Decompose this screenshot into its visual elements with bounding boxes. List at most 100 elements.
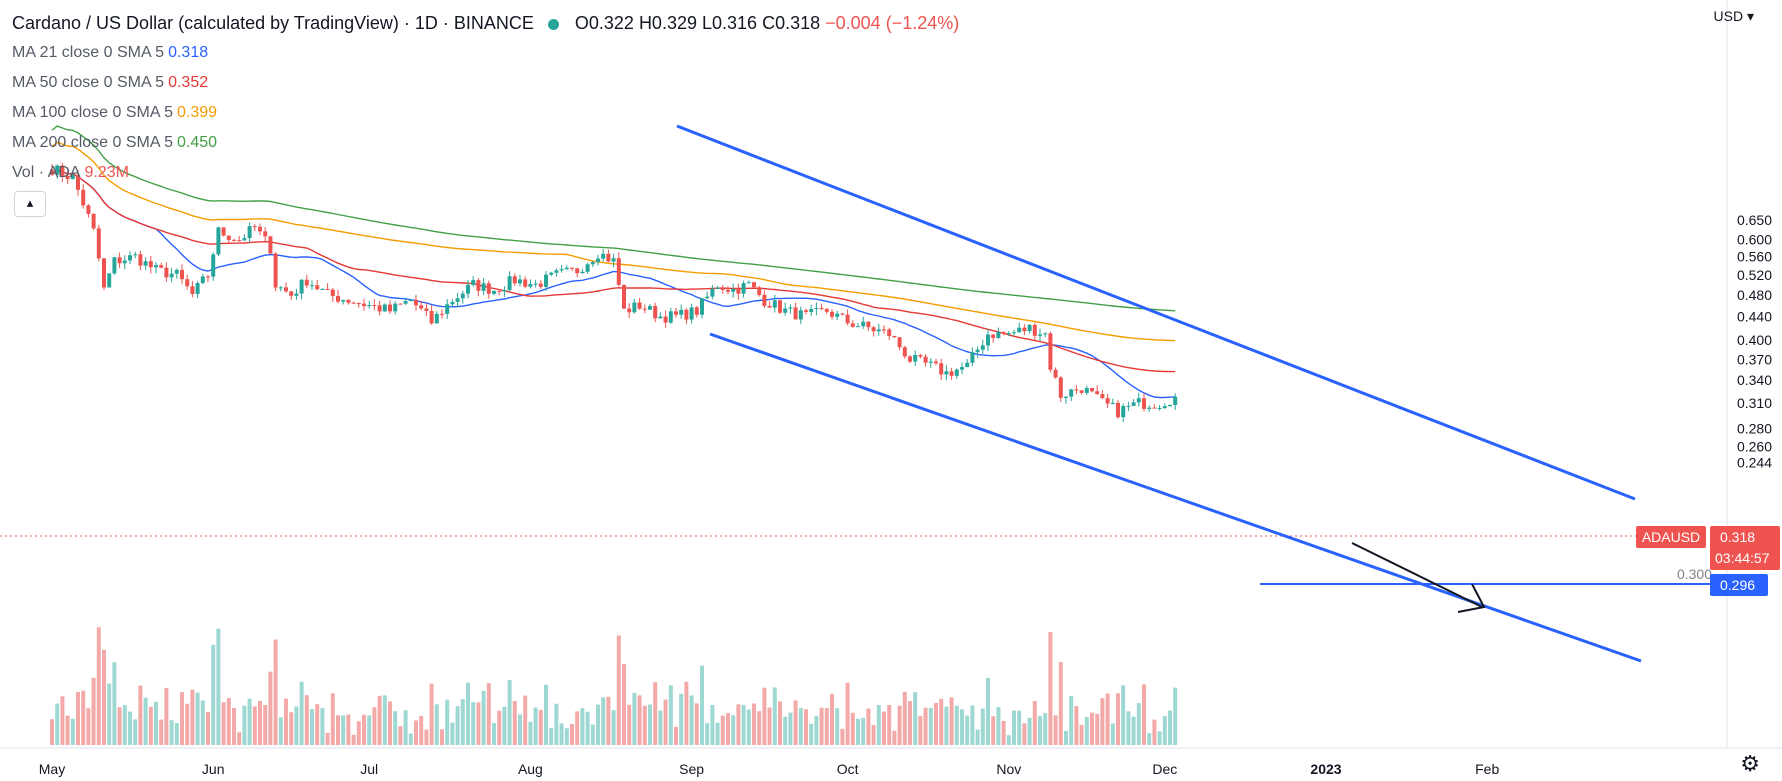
volume-bar [70,718,75,745]
time-tick-label: Jun [202,761,225,777]
candle-body [367,305,372,307]
volume-bar [310,709,314,745]
volume-bar [575,711,580,745]
candle-body [341,299,346,302]
volume-bar [554,703,559,745]
candle-body [668,311,673,323]
candle-body [866,321,871,328]
volume-bar [299,681,304,745]
volume-bar [185,703,190,745]
volume-bar [258,700,262,745]
candle-body [190,286,195,294]
candle-body [1100,394,1105,399]
ohlc-high: H0.329 [638,13,697,33]
candle-body [949,371,954,376]
candle-body [273,253,278,288]
candle-body [1147,407,1152,409]
candle-body [460,293,465,299]
candle-body [892,335,897,338]
symbol-title[interactable]: Cardano / US Dollar (calculated by Tradi… [12,13,534,33]
time-tick-label: Aug [518,761,543,777]
candle-body [788,307,793,309]
volume-bar [861,717,866,745]
candle-body [284,287,288,292]
volume-bar [341,715,346,745]
gear-icon[interactable]: ⚙ [1740,751,1760,776]
candle-body [840,313,845,315]
volume-bar [726,713,730,745]
volume-bar [242,705,247,745]
candle-body [627,308,632,313]
candle-body [1058,377,1063,398]
candle-body [143,261,148,266]
candle-body [377,305,382,312]
candle-body [798,310,803,320]
volume-bar [902,691,907,745]
indicator-ma50[interactable]: MA 50 close 0 SMA 5 0.352 [12,68,959,98]
candle-body [1012,332,1016,334]
volume-bar [154,701,158,745]
volume-bar [476,702,481,745]
volume-bar [960,709,964,745]
volume-bar [986,677,990,745]
volume-bar [128,711,132,745]
candle-body [237,240,242,242]
candle-body [991,334,996,339]
volume-bar [804,709,808,745]
time-tick-label: Oct [837,761,859,777]
time-axis[interactable]: May Jun Jul Aug Sep Oct Nov Dec 2023 Feb [39,761,1500,777]
candle-body [117,257,122,264]
channel-lower-line [709,332,1642,663]
volume-bar [330,693,335,745]
currency-selector[interactable]: USD ▾ [1714,8,1754,25]
volume-bar [460,699,465,745]
candle-body [746,282,751,284]
indicator-ma100[interactable]: MA 100 close 0 SMA 5 0.399 [12,98,959,128]
volume-bar [1069,695,1074,745]
candle-body [731,288,736,292]
candle-body [419,305,424,309]
candle-body [70,175,75,180]
indicator-value: 0.399 [176,104,218,121]
candle-body [970,352,975,363]
indicator-volume[interactable]: Vol · ADA 9.23M [12,158,959,188]
candle-body [242,238,247,241]
volume-bar [512,701,517,745]
volume-bar [226,698,231,745]
volume-bar [1105,693,1110,745]
volume-bar [408,733,413,745]
volume-bar [180,692,184,745]
price-tick-label: 0.260 [1737,439,1772,455]
volume-bar [892,730,897,745]
candle-body [112,257,117,274]
candle-body [689,307,694,320]
volume-bar [278,717,283,745]
candle-body [388,304,392,312]
indicator-ma200[interactable]: MA 200 close 0 SMA 5 0.450 [12,128,959,158]
candle-body [679,309,684,315]
candle-body [809,308,814,312]
time-tick-label: May [39,761,65,777]
volume-bar [1079,724,1084,745]
indicator-ma21[interactable]: MA 21 close 0 SMA 5 0.318 [12,38,959,68]
volume-bar [112,662,117,745]
volume-bar [247,698,252,745]
candle-body [845,314,850,324]
volume-bar [372,707,377,745]
volume-bar [772,687,777,745]
candle-body [372,305,377,307]
candle-body [65,175,70,180]
volume-bar [897,705,902,745]
candle-body [824,308,829,312]
collapse-legend-button[interactable]: ▴ [14,191,46,217]
volume-bar [102,649,106,745]
candle-body [585,264,590,272]
volume-bar [445,699,450,745]
candle-body [55,165,60,175]
candle-body [351,302,356,304]
candle-body [616,258,621,285]
volume-bar [55,703,60,745]
candle-body [299,279,304,294]
